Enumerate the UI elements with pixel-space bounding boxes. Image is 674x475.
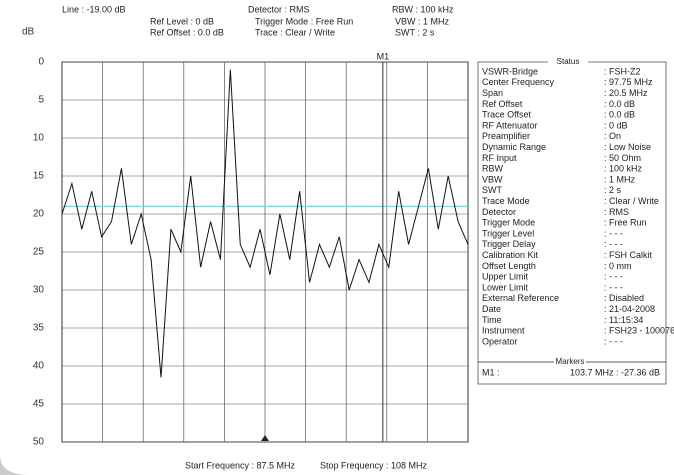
status-label: Detector — [482, 207, 516, 217]
header-text: Trigger Mode : Free Run — [255, 16, 353, 26]
start-frequency: Start Frequency : 87.5 MHz — [185, 460, 296, 470]
status-value: : 0.0 dB — [604, 110, 635, 120]
status-label: RF Input — [482, 153, 517, 163]
y-tick-label: 40 — [33, 361, 45, 372]
status-label: RF Attenuator — [482, 120, 538, 130]
status-label: VBW — [482, 174, 503, 184]
status-label: Ref Offset — [482, 99, 523, 109]
marker-row-value: 103.7 MHz : -27.36 dB — [570, 367, 660, 377]
status-value: : - - - — [604, 228, 623, 238]
status-label: VSWR-Bridge — [482, 66, 538, 76]
status-label: Trace Mode — [482, 196, 530, 206]
header-text: VBW : 1 MHz — [395, 16, 450, 26]
status-value: : 0.0 dB — [604, 99, 635, 109]
status-value: : 20.5 MHz — [604, 88, 648, 98]
status-value: : - - - — [604, 282, 623, 292]
status-value: : 2 s — [604, 185, 622, 195]
y-tick-label: 35 — [33, 323, 45, 334]
y-tick-label: 25 — [33, 247, 45, 258]
header-text: Ref Offset : 0.0 dB — [150, 27, 224, 37]
marker-row-label: M1 : — [482, 367, 500, 377]
header-text: RBW : 100 kHz — [392, 4, 454, 14]
status-label: Preamplifier — [482, 131, 530, 141]
header-text: SWT : 2 s — [395, 27, 435, 37]
status-value: : Clear / Write — [604, 196, 659, 206]
status-value: : 50 Ohm — [604, 153, 641, 163]
status-label: Dynamic Range — [482, 142, 546, 152]
status-value: : Low Noise — [604, 142, 651, 152]
status-value: : On — [604, 131, 621, 141]
status-label: Calibration Kit — [482, 250, 539, 260]
status-label: Trigger Delay — [482, 239, 536, 249]
status-label: Time — [482, 315, 502, 325]
status-value: : 1 MHz — [604, 174, 636, 184]
status-label: Lower Limit — [482, 282, 529, 292]
status-label: Date — [482, 304, 501, 314]
status-title: Status — [557, 57, 580, 66]
status-label: Trace Offset — [482, 110, 532, 120]
status-value: : FSH-Z2 — [604, 66, 641, 76]
status-value: : 11:15:34 — [604, 315, 643, 325]
header-text: Line : -19.00 dB — [62, 4, 126, 14]
y-axis-label: dB — [22, 27, 35, 38]
status-value: : - - - — [604, 336, 623, 346]
status-label: Offset Length — [482, 261, 536, 271]
y-tick-label: 5 — [38, 95, 44, 106]
y-tick-label: 30 — [33, 285, 45, 296]
status-label: SWT — [482, 185, 502, 195]
status-label: Trigger Level — [482, 228, 534, 238]
status-label: Center Frequency — [482, 77, 555, 87]
y-tick-label: 0 — [38, 57, 44, 68]
marker-triangle — [261, 435, 269, 441]
y-tick-label: 20 — [33, 209, 45, 220]
status-label: Upper Limit — [482, 272, 529, 282]
status-label: RBW — [482, 164, 504, 174]
status-value: : - - - — [604, 239, 623, 249]
markers-title: Markers — [556, 357, 585, 366]
status-value: : FSH Calkit — [604, 250, 653, 260]
header-text: Trace : Clear / Write — [255, 27, 335, 37]
stop-frequency: Stop Frequency : 108 MHz — [320, 460, 428, 470]
status-value: : 21-04-2008 — [604, 304, 655, 314]
y-tick-label: 45 — [33, 399, 45, 410]
y-tick-label: 50 — [33, 437, 45, 448]
trace — [61, 69, 469, 378]
header-text: Detector : RMS — [248, 4, 310, 14]
status-value: : Free Run — [604, 218, 647, 228]
status-title-bg — [548, 57, 588, 67]
status-value: : FSH23 - 100076 — [604, 326, 674, 336]
status-label: Operator — [482, 336, 518, 346]
y-tick-label: 10 — [33, 133, 45, 144]
status-value: : Disabled — [604, 293, 644, 303]
corner — [0, 455, 30, 475]
status-label: External Reference — [482, 293, 559, 303]
status-value: : 97.75 MHz — [604, 77, 653, 87]
y-tick-label: 15 — [33, 171, 45, 182]
status-label: Instrument — [482, 326, 525, 336]
markers-title-bg — [554, 357, 586, 367]
status-label: Trigger Mode — [482, 218, 535, 228]
status-value: : 0 mm — [604, 261, 632, 271]
header-text: Ref Level : 0 dB — [150, 16, 214, 26]
status-value: : 0 dB — [604, 120, 628, 130]
status-value: : 100 kHz — [604, 164, 643, 174]
status-label: Span — [482, 88, 503, 98]
marker-label: M1 — [377, 51, 390, 61]
status-value: : RMS — [604, 207, 629, 217]
status-value: : - - - — [604, 272, 623, 282]
